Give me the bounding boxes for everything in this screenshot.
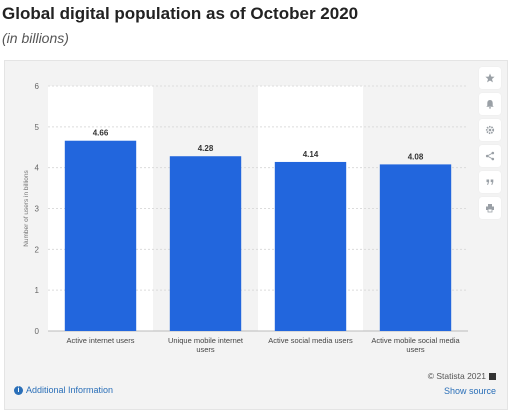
x-tick-label-line: Active mobile social media (371, 336, 460, 345)
chart-toolbar (479, 67, 501, 219)
data-label: 4.66 (93, 129, 109, 138)
additional-info-link[interactable]: i Additional Information (14, 385, 113, 395)
bar (379, 164, 452, 331)
copyright-text: © Statista 2021 (427, 371, 486, 381)
y-tick-label: 1 (35, 286, 40, 295)
x-tick-label-line: Active social media users (268, 336, 353, 345)
additional-info-label: Additional Information (26, 385, 114, 395)
x-tick-label: Active social media users (268, 336, 353, 345)
y-tick-label: 2 (35, 245, 40, 254)
y-tick-label: 6 (35, 82, 40, 91)
bar (169, 156, 242, 331)
share-icon[interactable] (479, 145, 501, 167)
x-tick-label-line: users (196, 345, 215, 354)
info-icon: i (14, 385, 23, 395)
x-tick-label: Active mobile social media users (371, 336, 460, 354)
y-tick-label: 0 (35, 327, 40, 336)
x-tick-label: Active internet users (67, 336, 135, 345)
y-tick-label: 4 (35, 164, 40, 173)
y-tick-label: 3 (35, 205, 40, 214)
chart-title: Global digital population as of October … (2, 4, 359, 23)
copyright: © Statista 2021 (428, 371, 496, 381)
y-axis-label: Number of users in billions (23, 169, 30, 246)
quote-icon[interactable] (479, 171, 501, 193)
x-tick-label-line: Active internet users (67, 336, 135, 345)
data-label: 4.14 (303, 150, 319, 159)
show-source-link[interactable]: Show source (443, 386, 496, 396)
x-tick-label-line: users (406, 345, 425, 354)
x-tick-label: Unique mobile internet users (168, 336, 244, 354)
gear-icon[interactable] (479, 119, 501, 141)
statista-flag-icon (489, 372, 496, 380)
print-icon[interactable] (479, 197, 501, 219)
bar (274, 161, 347, 331)
data-label: 4.28 (198, 144, 214, 153)
star-icon[interactable] (479, 67, 501, 89)
chart-subtitle: (in billions) (2, 30, 69, 46)
bar (64, 140, 137, 331)
x-tick-label-line: Unique mobile internet (168, 336, 244, 345)
data-label: 4.08 (408, 152, 424, 161)
y-tick-label: 5 (35, 123, 40, 132)
bell-icon[interactable] (479, 93, 501, 115)
